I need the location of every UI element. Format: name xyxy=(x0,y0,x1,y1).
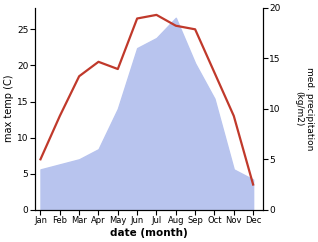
Y-axis label: max temp (C): max temp (C) xyxy=(4,75,14,143)
X-axis label: date (month): date (month) xyxy=(110,228,188,238)
Y-axis label: med. precipitation
(kg/m2): med. precipitation (kg/m2) xyxy=(294,67,314,151)
